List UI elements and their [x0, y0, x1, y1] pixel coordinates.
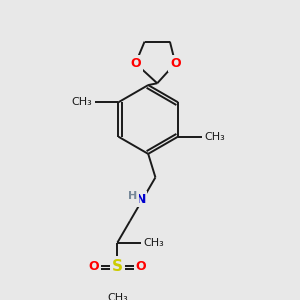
Text: CH₃: CH₃ — [144, 238, 164, 248]
Text: H: H — [128, 191, 137, 201]
Text: CH₃: CH₃ — [71, 97, 92, 107]
Text: O: O — [130, 57, 141, 70]
Text: O: O — [88, 260, 99, 273]
Text: CH₃: CH₃ — [204, 132, 225, 142]
Text: N: N — [136, 193, 146, 206]
Text: CH₃: CH₃ — [107, 293, 128, 300]
Text: O: O — [136, 260, 146, 273]
Text: O: O — [170, 57, 181, 70]
Text: S: S — [112, 259, 123, 274]
